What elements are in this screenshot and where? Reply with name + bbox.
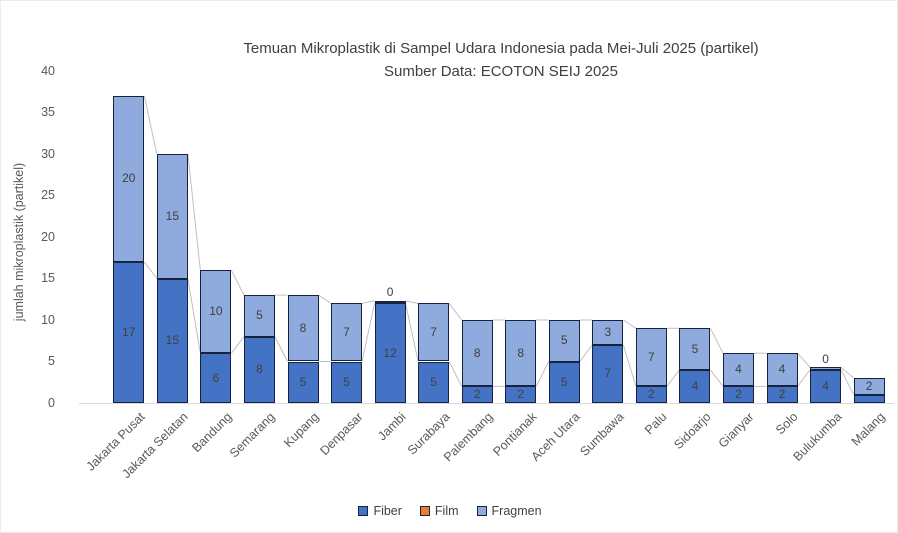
data-label-fiber-bandung: 6 [212, 370, 220, 385]
y-tick-label-15: 15 [41, 271, 55, 285]
bar-segment-fiber-jakarta-selatan[interactable] [156, 278, 188, 403]
bar-segment-fiber-palembang[interactable] [461, 386, 493, 403]
bar-segment-fiber-sidoarjo[interactable] [679, 369, 711, 403]
data-label-fragmen-pontianak: 8 [517, 345, 525, 360]
bar-segment-fragmen-jambi[interactable] [374, 300, 406, 304]
data-label-fragmen-jakarta-pusat: 20 [122, 171, 136, 186]
y-tick-label-35: 35 [41, 105, 55, 119]
bar-segment-fiber-bandung[interactable] [200, 353, 232, 403]
legend-label-fragmen: Fragmen [491, 504, 542, 518]
y-tick-label-30: 30 [41, 146, 55, 161]
data-label-fiber-sidoarjo: 4 [691, 378, 699, 393]
bar-segment-fragmen-semarang[interactable] [243, 295, 275, 337]
legend-swatch-fiber [358, 506, 369, 516]
bar-segment-fiber-malang[interactable] [853, 394, 885, 403]
legend-item-fragmen[interactable]: Fragmen [476, 504, 542, 518]
bar-segment-fragmen-jakarta-pusat[interactable] [113, 95, 145, 262]
data-label-fragmen-kupang: 8 [299, 320, 307, 335]
bar-segment-fragmen-bulukumba[interactable] [810, 367, 842, 370]
data-label-fragmen-semarang: 5 [256, 308, 263, 323]
legend-item-fiber[interactable]: Fiber [358, 504, 402, 518]
data-label-fiber-kupang: 5 [299, 374, 307, 389]
data-label-fragmen-palu: 7 [648, 349, 655, 364]
bar-segment-fragmen-palu[interactable] [635, 328, 667, 387]
y-tick-label-0: 0 [48, 395, 55, 410]
legend-swatch-fragmen [476, 506, 487, 516]
bar-segment-fragmen-kupang[interactable] [287, 295, 319, 362]
data-label-fiber-sumbawa: 7 [604, 366, 612, 381]
chart-subtitle: Sumber Data: ECOTON SEIJ 2025 [384, 63, 618, 80]
data-label-fragmen-jambi: 0 [386, 285, 394, 300]
data-label-fiber-solo: 2 [778, 387, 786, 402]
data-label-fiber-jambi: 12 [383, 345, 397, 360]
data-label-fragmen-sidoarjo: 5 [691, 341, 699, 356]
bar-segment-fiber-aceh-utara[interactable] [548, 361, 580, 403]
data-label-fragmen-solo: 4 [778, 362, 786, 377]
data-label-fragmen-denpasar: 7 [343, 324, 350, 339]
bar-segment-fiber-sumbawa[interactable] [592, 344, 624, 403]
y-tick-label-40: 40 [41, 63, 55, 78]
bar-segment-fiber-jakarta-pusat[interactable] [113, 261, 145, 403]
bar-segment-fragmen-bandung[interactable] [200, 270, 232, 354]
data-label-fiber-jakarta-selatan: 15 [165, 333, 179, 348]
legend: Fiber Film Fragmen [1, 504, 897, 518]
data-label-fragmen-bandung: 10 [209, 304, 223, 319]
bar-segment-fiber-solo[interactable] [766, 386, 798, 403]
bar-segment-fragmen-surabaya[interactable] [418, 303, 450, 362]
data-label-fragmen-surabaya: 7 [430, 324, 437, 339]
data-label-fragmen-sumbawa: 3 [604, 324, 612, 339]
data-label-fragmen-aceh-utara: 5 [560, 333, 568, 348]
bar-segment-fiber-bulukumba[interactable] [810, 369, 842, 403]
data-label-fiber-semarang: 8 [256, 362, 263, 377]
bar-segment-fiber-jambi[interactable] [374, 303, 406, 403]
legend-label-film: Film [434, 504, 459, 518]
data-label-fragmen-palembang: 8 [473, 345, 481, 360]
bar-segment-fragmen-malang[interactable] [853, 378, 885, 395]
bar-segment-fragmen-jakarta-selatan[interactable] [156, 154, 188, 279]
legend-swatch-film [419, 506, 430, 516]
bar-segment-fragmen-aceh-utara[interactable] [548, 320, 580, 362]
data-label-fiber-denpasar: 5 [343, 374, 350, 389]
data-label-fragmen-jakarta-selatan: 15 [165, 208, 179, 223]
y-tick-label-20: 20 [41, 229, 55, 244]
bar-segment-fiber-surabaya[interactable] [418, 361, 450, 403]
legend-label-fiber: Fiber [373, 504, 402, 518]
bar-segment-fragmen-pontianak[interactable] [505, 320, 537, 387]
bar-segment-fiber-semarang[interactable] [243, 336, 275, 403]
data-label-fragmen-malang: 2 [865, 378, 873, 393]
data-label-fiber-pontianak: 2 [517, 387, 525, 402]
x-axis-line [79, 403, 894, 404]
bar-segment-fragmen-denpasar[interactable] [331, 303, 362, 362]
chart-title-block: Temuan Mikroplastik di Sampel Udara Indo… [96, 37, 897, 83]
data-label-fragmen-bulukumba: 0 [822, 351, 829, 366]
bar-segment-fragmen-palembang[interactable] [461, 320, 493, 387]
data-label-fiber-aceh-utara: 5 [560, 374, 568, 389]
data-label-fiber-jakarta-pusat: 17 [122, 324, 136, 339]
bar-segment-fiber-pontianak[interactable] [505, 386, 537, 403]
y-tick-label-10: 10 [41, 312, 55, 327]
bar-segment-fragmen-solo[interactable] [766, 353, 798, 387]
bar-segment-fragmen-sumbawa[interactable] [592, 320, 624, 345]
data-label-fiber-gianyar: 2 [735, 387, 742, 402]
bar-segment-fiber-gianyar[interactable] [723, 386, 754, 403]
data-label-fragmen-gianyar: 4 [735, 362, 742, 377]
bar-segment-fiber-palu[interactable] [635, 386, 667, 403]
data-label-fiber-bulukumba: 4 [822, 378, 829, 393]
bar-segment-fiber-kupang[interactable] [287, 361, 319, 403]
data-label-fiber-palu: 2 [648, 387, 655, 402]
data-label-fiber-surabaya: 5 [430, 374, 437, 389]
data-label-fiber-palembang: 2 [473, 387, 481, 402]
bar-segment-fragmen-gianyar[interactable] [723, 353, 754, 387]
legend-item-film[interactable]: Film [419, 504, 459, 518]
bar-segment-fragmen-sidoarjo[interactable] [679, 328, 711, 370]
bar-segment-fiber-denpasar[interactable] [331, 361, 362, 403]
y-tick-label-25: 25 [41, 188, 55, 202]
y-tick-label-5: 5 [48, 354, 55, 368]
chart-title: Temuan Mikroplastik di Sampel Udara Indo… [243, 40, 759, 57]
